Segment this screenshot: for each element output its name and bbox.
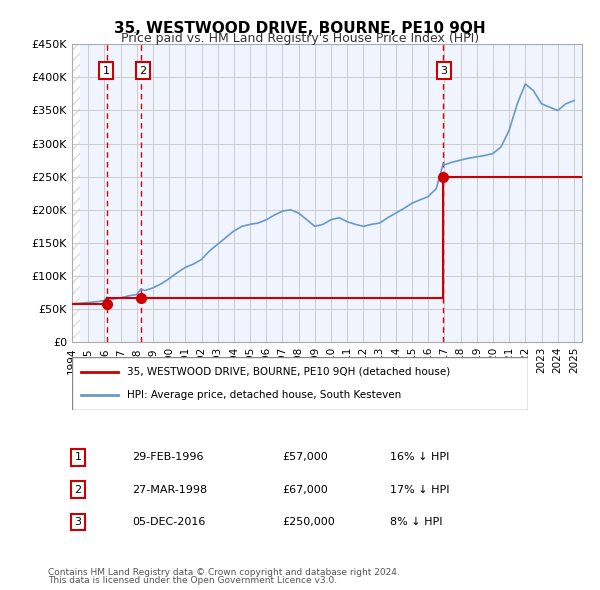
Text: 27-MAR-1998: 27-MAR-1998	[132, 485, 207, 494]
Text: 3: 3	[440, 65, 448, 76]
Text: 17% ↓ HPI: 17% ↓ HPI	[390, 485, 449, 494]
Text: Contains HM Land Registry data © Crown copyright and database right 2024.: Contains HM Land Registry data © Crown c…	[48, 568, 400, 577]
Text: 35, WESTWOOD DRIVE, BOURNE, PE10 9QH (detached house): 35, WESTWOOD DRIVE, BOURNE, PE10 9QH (de…	[127, 367, 450, 377]
Text: £57,000: £57,000	[282, 453, 328, 462]
Text: £250,000: £250,000	[282, 517, 335, 527]
Text: 35, WESTWOOD DRIVE, BOURNE, PE10 9QH: 35, WESTWOOD DRIVE, BOURNE, PE10 9QH	[114, 21, 486, 35]
Text: 29-FEB-1996: 29-FEB-1996	[132, 453, 203, 462]
Text: 16% ↓ HPI: 16% ↓ HPI	[390, 453, 449, 462]
Text: Price paid vs. HM Land Registry's House Price Index (HPI): Price paid vs. HM Land Registry's House …	[121, 32, 479, 45]
Text: 3: 3	[74, 517, 82, 527]
FancyBboxPatch shape	[72, 357, 528, 410]
Text: 8% ↓ HPI: 8% ↓ HPI	[390, 517, 443, 527]
Text: 2: 2	[140, 65, 146, 76]
Text: 05-DEC-2016: 05-DEC-2016	[132, 517, 205, 527]
Text: HPI: Average price, detached house, South Kesteven: HPI: Average price, detached house, Sout…	[127, 390, 401, 400]
Text: £67,000: £67,000	[282, 485, 328, 494]
Text: 1: 1	[103, 65, 110, 76]
Text: 1: 1	[74, 453, 82, 462]
Text: This data is licensed under the Open Government Licence v3.0.: This data is licensed under the Open Gov…	[48, 576, 337, 585]
Text: 2: 2	[74, 485, 82, 494]
